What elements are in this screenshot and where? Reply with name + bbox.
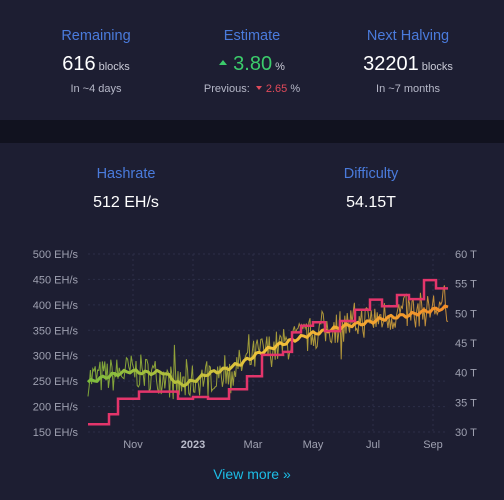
y-left-tick-label: 300 EH/s xyxy=(33,351,79,363)
y-right-tick-label: 40 T xyxy=(455,368,477,380)
difficulty-stat: Difficulty 54.15T xyxy=(245,165,497,213)
next-halving-unit: blocks xyxy=(421,61,453,73)
estimate-previous: Previous: 2.65 % xyxy=(168,82,336,96)
y-right-tick-label: 55 T xyxy=(455,279,477,291)
x-tick-label: Mar xyxy=(244,439,263,451)
hashrate-value: 512 EH/s xyxy=(93,194,159,211)
caret-up-icon xyxy=(219,60,228,66)
remaining-stat: Remaining 616 blocks In ~4 days xyxy=(12,27,180,96)
hashrate-stat: Hashrate 512 EH/s xyxy=(0,165,252,213)
previous-label: Previous: xyxy=(203,83,250,95)
estimate-value: 3.80 xyxy=(233,53,273,75)
x-tick-label: Nov xyxy=(123,439,143,451)
y-right-tick-label: 35 T xyxy=(455,397,477,409)
x-tick-label: 2023 xyxy=(181,439,205,451)
y-left-tick-label: 250 EH/s xyxy=(33,376,79,388)
estimate-stat: Estimate 3.80% Previous: 2.65 % xyxy=(168,27,336,96)
view-more-link[interactable]: View more » xyxy=(213,466,291,482)
difficulty-title: Difficulty xyxy=(343,166,399,182)
y-right-tick-label: 60 T xyxy=(455,249,477,261)
previous-unit: % xyxy=(290,83,301,95)
difficulty-adjustment-card: Remaining 616 blocks In ~4 days Estimate … xyxy=(0,0,504,120)
x-tick-label: May xyxy=(303,439,324,451)
remaining-eta: In ~4 days xyxy=(70,83,122,95)
estimate-unit: % xyxy=(275,61,285,73)
next-halving-value: 32201 xyxy=(363,53,419,75)
y-left-tick-label: 500 EH/s xyxy=(33,249,79,261)
y-left-tick-label: 150 EH/s xyxy=(33,427,79,439)
y-left-tick-label: 350 EH/s xyxy=(33,325,79,337)
difficulty-step-line xyxy=(88,278,448,426)
x-tick-label: Jul xyxy=(366,439,380,451)
remaining-title: Remaining xyxy=(61,28,131,44)
caret-down-icon xyxy=(255,86,262,91)
remaining-value: 616 xyxy=(62,53,96,75)
estimate-title: Estimate xyxy=(223,28,281,44)
x-tick-label: Sep xyxy=(423,439,443,451)
y-right-tick-label: 50 T xyxy=(455,308,477,320)
y-left-tick-label: 450 EH/s xyxy=(33,274,79,286)
difficulty-value: 54.15T xyxy=(346,194,396,211)
y-left-tick-label: 200 EH/s xyxy=(33,402,79,414)
hashrate-card xyxy=(0,143,504,500)
remaining-unit: blocks xyxy=(98,61,130,73)
y-left-tick-label: 400 EH/s xyxy=(33,300,79,312)
hashrate-raw-line xyxy=(87,285,449,400)
y-right-tick-label: 30 T xyxy=(455,427,477,439)
hashrate-average-line xyxy=(86,304,449,388)
next-halving-eta: In ~7 months xyxy=(376,83,440,95)
hashrate-title: Hashrate xyxy=(96,166,156,182)
previous-value: 2.65 xyxy=(265,83,288,95)
next-halving-stat: Next Halving 32201 blocks In ~7 months xyxy=(324,27,492,96)
y-right-tick-label: 45 T xyxy=(455,338,477,350)
next-halving-title: Next Halving xyxy=(366,28,450,44)
